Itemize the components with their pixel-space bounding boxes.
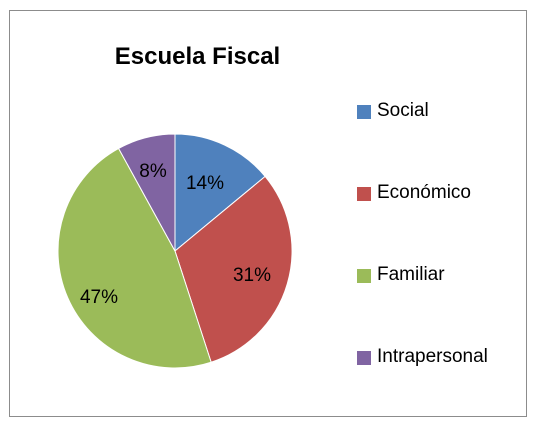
slice-label-social: 14% [186,173,224,194]
slice-label-familiar: 47% [80,287,118,308]
legend-item-familiar: Familiar [357,263,527,287]
legend-swatch [357,269,371,283]
legend-label: Intrapersonal [377,346,488,367]
chart-title: Escuela Fiscal [114,43,281,70]
legend-item-econmico: Económico [357,181,527,205]
slice-label-econmico: 31% [233,265,271,286]
legend-swatch [357,351,371,365]
legend-label: Económico [377,182,471,203]
legend-item-social: Social [357,99,527,123]
legend-item-intrapersonal: Intrapersonal [357,345,527,369]
legend-swatch [357,187,371,201]
legend-swatch [357,105,371,119]
slice-label-intrapersonal: 8% [139,161,167,182]
pie-slice-social [174,133,266,253]
legend-label: Social [377,100,429,121]
pie-slice-familiar [57,147,212,369]
legend-label: Familiar [377,264,445,285]
pie-slice-econmico [174,175,293,363]
pie-slice-intrapersonal [117,133,176,252]
